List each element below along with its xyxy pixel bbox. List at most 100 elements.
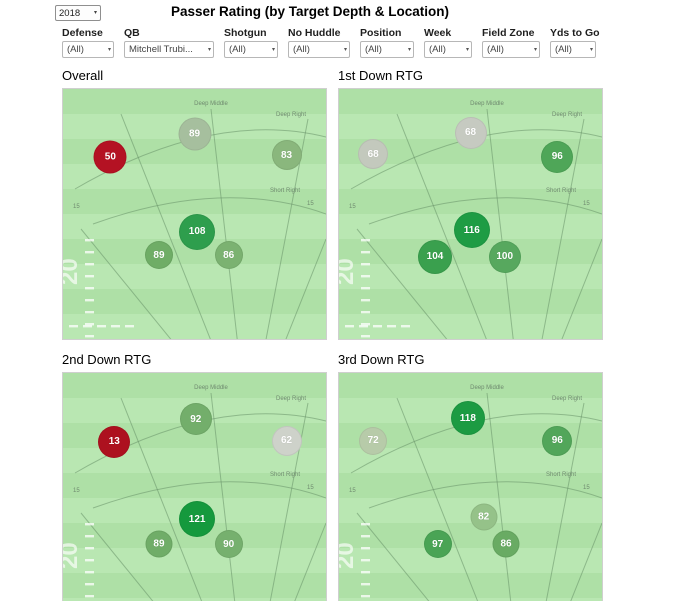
caret-down-icon: ▾ — [343, 47, 347, 53]
chart-title: 1st Down RTG — [338, 68, 424, 83]
zone-label-deep-middle: Deep Middle — [470, 101, 504, 107]
field-chart: 20 Deep Middle Deep Right Short Right 15 15 72… — [338, 372, 603, 601]
rating-bubble-deep-left[interactable]: 68 — [358, 139, 389, 169]
chart-title: Overall — [62, 68, 104, 83]
zone-label-deep-right: Deep Right — [276, 396, 306, 402]
zone-label-short-right: Short Right — [546, 188, 576, 194]
filter-qb: QB Mitchell Trubi... ▾ — [124, 27, 214, 58]
filter-position: Position (All) ▾ — [360, 27, 414, 58]
filter-dropdown-value: (All) — [293, 44, 310, 55]
filter-dropdown-yds-to-go[interactable]: (All) ▾ — [550, 41, 596, 58]
hash-marks — [345, 239, 410, 338]
filter-dropdown-shotgun[interactable]: (All) ▾ — [224, 41, 278, 58]
zone-label-short-right: Short Right — [546, 472, 576, 478]
yard-label-15-left: 15 — [349, 204, 356, 210]
chart-panel: 2nd Down RTG 20 Deep Middle Deep Right Short… — [62, 352, 327, 601]
filter-dropdown-value: (All) — [365, 44, 382, 55]
filter-label: Defense — [62, 27, 103, 39]
rating-bubble-short-middle[interactable]: 108 — [179, 213, 216, 250]
rating-bubble-deep-middle[interactable]: 118 — [450, 401, 485, 435]
field-chart: 20 Deep Middle Deep Right Short Right 15 15 68… — [338, 88, 603, 340]
caret-down-icon: ▾ — [107, 47, 111, 53]
rating-bubble-deep-left[interactable]: 13 — [98, 425, 131, 458]
rating-bubble-short-left[interactable]: 89 — [144, 241, 173, 270]
rating-bubble-deep-left[interactable]: 72 — [359, 426, 388, 455]
yard-number-20: 20 — [339, 542, 359, 569]
caret-down-icon: ▾ — [207, 47, 211, 53]
zone-label-deep-middle: Deep Middle — [194, 385, 228, 391]
rating-bubble-deep-middle[interactable]: 92 — [179, 403, 212, 436]
filter-dropdown-week[interactable]: (All) ▾ — [424, 41, 472, 58]
filter-dropdown-value: (All) — [67, 44, 84, 55]
caret-down-icon: ▾ — [271, 47, 275, 53]
rating-bubble-short-right[interactable]: 100 — [488, 240, 521, 273]
filter-dropdown-value: (All) — [429, 44, 446, 55]
charts-grid: Overall 20 Deep Middle Deep Right Short Righ… — [62, 68, 603, 601]
rating-bubble-deep-right[interactable]: 62 — [271, 425, 302, 456]
filter-label: No Huddle — [288, 27, 341, 39]
zone-label-deep-middle: Deep Middle — [194, 101, 228, 107]
zone-label-deep-middle: Deep Middle — [470, 385, 504, 391]
yard-label-15-right: 15 — [307, 201, 314, 207]
yard-label-15-left: 15 — [73, 488, 80, 494]
filter-dropdown-defense[interactable]: (All) ▾ — [62, 41, 114, 58]
chart-title: 3rd Down RTG — [338, 352, 425, 367]
filter-label: Field Zone — [482, 27, 535, 39]
field-chart: 20 Deep Middle Deep Right Short Right 15 15 50… — [62, 88, 327, 340]
rating-bubble-deep-middle[interactable]: 89 — [178, 117, 211, 151]
field-zone-lines — [350, 108, 602, 339]
yard-number-20: 20 — [63, 542, 83, 569]
filter-label: QB — [124, 27, 140, 39]
filter-no-huddle: No Huddle (All) ▾ — [288, 27, 350, 58]
caret-down-icon: ▾ — [533, 47, 537, 53]
chart-panel: Overall 20 Deep Middle Deep Right Short Righ… — [62, 68, 327, 340]
hash-marks — [85, 523, 94, 598]
chart-panel: 3rd Down RTG 20 Deep Middle Deep Right Short… — [338, 352, 603, 601]
year-dropdown[interactable]: 2018 ▾ — [55, 5, 101, 21]
yard-number-20: 20 — [339, 258, 359, 285]
chart-panel: 1st Down RTG 20 Deep Middle Deep Right Short… — [338, 68, 603, 340]
hash-marks — [361, 523, 370, 598]
zone-label-deep-right: Deep Right — [552, 112, 582, 118]
rating-bubble-deep-right[interactable]: 83 — [271, 140, 302, 171]
filter-field-zone: Field Zone (All) ▾ — [482, 27, 540, 58]
rating-bubble-short-middle[interactable]: 116 — [453, 212, 490, 249]
rating-bubble-deep-right[interactable]: 96 — [541, 140, 574, 173]
filter-bar: Defense (All) ▾ QB Mitchell Trubi... ▾ S… — [62, 27, 600, 58]
filter-shotgun: Shotgun (All) ▾ — [224, 27, 278, 58]
zone-label-deep-right: Deep Right — [276, 112, 306, 118]
filter-dropdown-field-zone[interactable]: (All) ▾ — [482, 41, 540, 58]
rating-bubble-short-left[interactable]: 97 — [423, 530, 452, 559]
zone-label-short-right: Short Right — [270, 188, 300, 194]
rating-bubble-deep-right[interactable]: 96 — [542, 425, 573, 456]
hash-marks — [69, 239, 134, 338]
filter-dropdown-value: (All) — [555, 44, 572, 55]
field-chart: 20 Deep Middle Deep Right Short Right 15 15 13… — [62, 372, 327, 601]
rating-bubble-short-right[interactable]: 90 — [214, 530, 243, 559]
rating-bubble-short-left[interactable]: 104 — [417, 239, 452, 274]
filter-label: Position — [360, 27, 402, 39]
filter-dropdown-qb[interactable]: Mitchell Trubi... ▾ — [124, 41, 214, 58]
filter-dropdown-position[interactable]: (All) ▾ — [360, 41, 414, 58]
yard-label-15-right: 15 — [583, 485, 590, 491]
rating-bubble-short-right[interactable]: 86 — [492, 530, 520, 558]
filter-dropdown-value: (All) — [487, 44, 504, 55]
zone-label-short-right: Short Right — [270, 472, 300, 478]
year-dropdown-value: 2018 — [59, 7, 81, 19]
rating-bubble-short-right[interactable]: 86 — [214, 241, 243, 270]
page-title: Passer Rating (by Target Depth & Locatio… — [170, 4, 450, 19]
yard-label-15-right: 15 — [583, 201, 590, 207]
filter-dropdown-value: Mitchell Trubi... — [129, 44, 193, 55]
rating-bubble-deep-left[interactable]: 50 — [93, 140, 127, 173]
caret-down-icon: ▾ — [93, 10, 97, 16]
caret-down-icon: ▾ — [407, 47, 411, 53]
rating-bubble-short-middle[interactable]: 82 — [470, 503, 498, 531]
rating-bubble-short-left[interactable]: 89 — [145, 530, 173, 558]
chart-title: 2nd Down RTG — [62, 352, 152, 367]
caret-down-icon: ▾ — [465, 47, 469, 53]
rating-bubble-deep-middle[interactable]: 68 — [454, 116, 487, 149]
filter-dropdown-no-huddle[interactable]: (All) ▾ — [288, 41, 350, 58]
rating-bubble-short-middle[interactable]: 121 — [179, 501, 216, 538]
yard-label-15-left: 15 — [73, 204, 80, 210]
filter-label: Yds to Go — [550, 27, 600, 39]
